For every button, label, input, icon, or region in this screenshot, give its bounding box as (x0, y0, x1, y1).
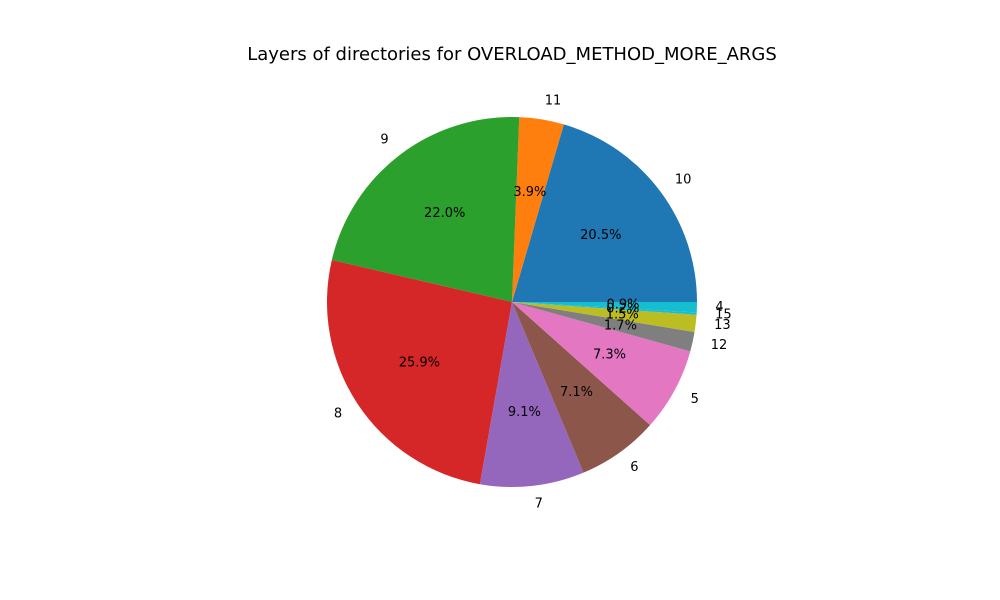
percent-label-9: 22.0% (424, 206, 465, 221)
pie-slice-10 (512, 124, 697, 302)
pie-slice-4 (512, 302, 697, 313)
category-label-4: 4 (715, 300, 723, 315)
percent-label-10: 20.5% (580, 228, 621, 243)
category-label-15: 15 (715, 307, 732, 322)
pie-slice-5 (512, 302, 691, 426)
category-label-8: 8 (334, 407, 342, 422)
percent-label-11: 3.9% (513, 185, 546, 200)
pie-slice-9 (331, 117, 520, 302)
pie-slice-8 (327, 259, 512, 485)
percent-label-6: 7.1% (560, 385, 593, 400)
pie-slices (327, 117, 697, 487)
percent-label-8: 25.9% (399, 356, 440, 371)
pie-slice-11 (512, 117, 564, 303)
category-label-10: 10 (675, 172, 692, 187)
pie-slice-13 (512, 302, 697, 333)
category-label-7: 7 (535, 497, 543, 512)
pie-slice-15 (512, 302, 697, 315)
category-label-11: 11 (545, 94, 562, 109)
percent-label-7: 9.1% (508, 405, 541, 420)
percent-labels: 20.5% 3.9% 22.0% 25.9% 9.1% 7.1% 7.3% 1.7%1.5%0… (399, 185, 640, 420)
percent-label-13: 1.5% (606, 307, 639, 322)
pie-slice-7 (479, 302, 584, 487)
chart-title: Layers of directories for OVERLOAD_METHO… (247, 44, 777, 65)
pie-slice-12 (512, 302, 695, 352)
percent-label-4: 0.9% (606, 298, 639, 313)
category-label-12: 12 (711, 338, 728, 353)
category-label-13: 13 (714, 318, 731, 333)
percent-label-5: 7.3% (593, 348, 626, 363)
percent-label-12: 1.7% (604, 318, 637, 333)
category-label-5: 5 (691, 392, 699, 407)
category-label-9: 9 (380, 133, 388, 148)
percent-label-15: 0.2% (606, 301, 639, 316)
pie-slice-6 (512, 302, 651, 473)
category-label-6: 6 (630, 460, 638, 475)
